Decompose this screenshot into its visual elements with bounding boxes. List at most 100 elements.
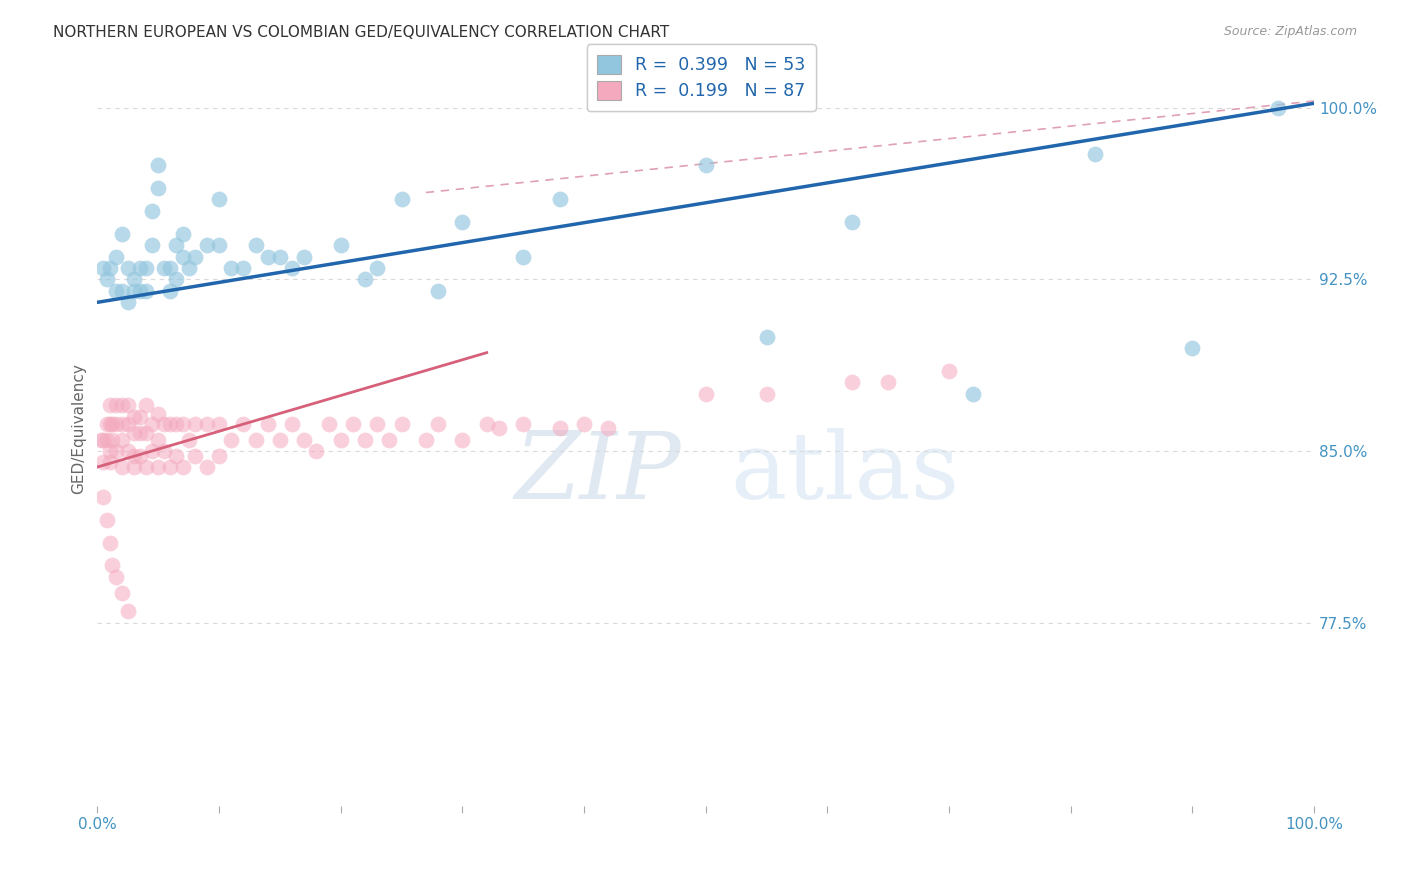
Point [153,260,176,275]
Point [111,398,134,412]
Point [195,460,218,475]
Point [122,460,145,475]
Point [755,329,778,343]
Point [305,444,328,458]
Point [354,433,377,447]
Point [841,215,863,229]
Point [318,417,340,431]
Point [117,604,139,618]
Point [148,408,170,422]
Point [129,284,152,298]
Point [962,387,984,401]
Text: Source: ZipAtlas.com: Source: ZipAtlas.com [1223,25,1357,38]
Point [877,376,900,390]
Point [695,158,717,172]
Point [148,433,170,447]
Point [129,409,152,424]
Point [93,490,115,504]
Point [427,284,450,298]
Point [104,250,127,264]
Point [755,387,778,401]
Point [159,284,181,298]
Point [366,260,388,275]
Point [135,260,157,275]
Point [195,238,218,252]
Point [96,513,118,527]
Point [165,238,187,252]
Point [141,444,163,458]
Point [172,417,194,431]
Point [451,215,474,229]
Point [111,284,134,298]
Point [366,417,388,431]
Point [117,260,139,275]
Point [104,570,127,584]
Point [208,417,231,431]
Point [177,260,200,275]
Point [129,425,152,440]
Point [172,460,194,475]
Point [129,260,152,275]
Point [122,449,145,463]
Point [415,433,437,447]
Point [104,398,127,412]
Point [219,433,242,447]
Point [1181,341,1204,355]
Point [165,272,187,286]
Point [329,433,352,447]
Point [159,417,181,431]
Point [135,460,157,475]
Point [117,444,139,458]
Text: ZIP: ZIP [515,428,682,518]
Point [111,227,134,241]
Point [165,449,187,463]
Point [572,417,595,431]
Point [98,455,121,469]
Point [90,433,112,447]
Point [281,260,304,275]
Point [281,417,304,431]
Point [93,455,115,469]
Point [391,417,413,431]
Point [1267,101,1289,115]
Point [256,250,278,264]
Point [548,421,571,435]
Point [117,398,139,412]
Point [101,417,124,431]
Point [153,444,176,458]
Point [1084,146,1107,161]
Point [122,272,145,286]
Point [245,433,267,447]
Point [135,425,157,440]
Point [172,250,194,264]
Point [427,417,450,431]
Point [148,181,170,195]
Point [111,417,134,431]
Point [104,444,127,458]
Point [93,433,115,447]
Point [117,417,139,431]
Point [96,417,118,431]
Point [512,250,534,264]
Point [98,444,121,458]
Point [208,449,231,463]
Point [488,421,510,435]
Point [269,433,291,447]
Text: atlas: atlas [730,428,959,518]
Point [512,417,534,431]
Point [292,433,315,447]
Point [122,425,145,440]
Point [135,398,157,412]
Point [101,433,124,447]
Point [232,260,254,275]
Point [269,250,291,264]
Point [342,417,364,431]
Point [219,260,242,275]
Point [98,535,121,549]
Point [111,586,134,600]
Point [195,417,218,431]
Point [111,460,134,475]
Y-axis label: GED/Equivalency: GED/Equivalency [72,363,86,493]
Point [104,417,127,431]
Point [695,387,717,401]
